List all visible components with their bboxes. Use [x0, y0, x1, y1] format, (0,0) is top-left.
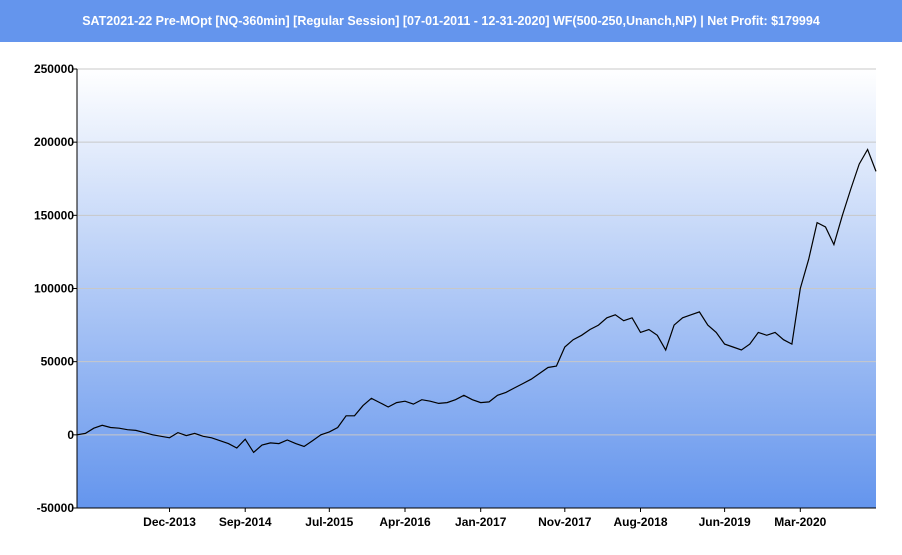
y-tick-label: 0 [67, 428, 74, 442]
y-tick-label: -50000 [37, 501, 75, 515]
x-tick-label: Sep-2014 [219, 515, 272, 529]
window-title: SAT2021-22 Pre-MOpt [NQ-360min] [Regular… [82, 14, 820, 28]
x-tick-label: Aug-2018 [613, 515, 667, 529]
y-tick-label: 100000 [34, 282, 74, 296]
x-tick-label: Mar-2020 [774, 515, 826, 529]
y-tick-label: 50000 [41, 355, 75, 369]
x-tick-label: Dec-2013 [143, 515, 196, 529]
y-tick-label: 250000 [34, 62, 74, 76]
x-tick-label: Nov-2017 [538, 515, 592, 529]
y-tick-label: 200000 [34, 135, 74, 149]
x-axis: Dec-2013 Sep-2014 Jul-2015 Apr-2016 Jan-2017… [77, 507, 876, 529]
x-tick-label: Jun-2019 [699, 515, 751, 529]
y-axis: 250000 200000 150000 100000 50000 0 -50000 [34, 62, 78, 515]
series-line [76, 148, 877, 454]
equity-curve-chart: 250000 200000 150000 100000 50000 0 -50000 Dec… [34, 62, 877, 529]
x-tick-label: Jan-2017 [455, 515, 507, 529]
chart-title-bar: SAT2021-22 Pre-MOpt [NQ-360min] [Regular… [0, 0, 902, 42]
y-tick-label: 150000 [34, 208, 74, 222]
x-tick-label: Jul-2015 [305, 515, 353, 529]
x-tick-label: Apr-2016 [379, 515, 431, 529]
